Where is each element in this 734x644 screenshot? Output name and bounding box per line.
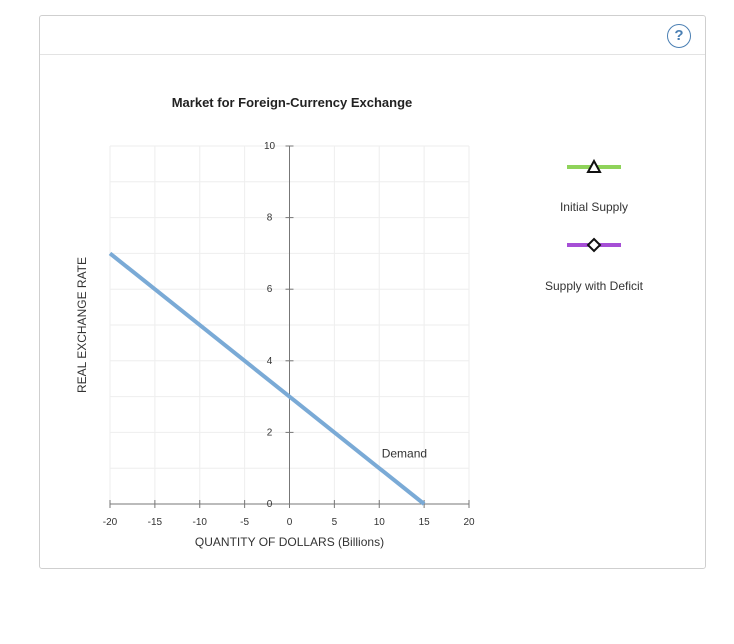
help-icon[interactable]: ? — [667, 24, 691, 48]
x-tick-label: 15 — [419, 517, 431, 528]
demand-curve-line — [108, 251, 426, 506]
x-tick-label: 5 — [332, 517, 338, 528]
y-tick-label: 0 — [267, 499, 273, 510]
legend-supply-with-deficit-diamond-icon — [586, 237, 602, 253]
chart-title: Market for Foreign-Currency Exchange — [171, 95, 413, 110]
x-tick-label: -20 — [103, 517, 118, 528]
x-axis-label: QUANTITY OF DOLLARS (Billions) — [195, 535, 384, 549]
legend-label-supply-with-deficit: Supply with Deficit — [544, 279, 644, 293]
panel-header: ? — [40, 16, 705, 55]
y-tick-label: 6 — [267, 284, 273, 295]
legend-initial-supply-triangle-icon — [586, 158, 602, 173]
y-tick-label: 10 — [264, 141, 276, 152]
x-tick-label: 10 — [374, 517, 386, 528]
y-tick-label: 2 — [267, 427, 273, 438]
x-tick-label: -15 — [148, 517, 163, 528]
legend-label-initial-supply: Initial Supply — [559, 200, 629, 214]
x-tick-label: 0 — [287, 517, 293, 528]
demand-curve-label: Demand — [382, 446, 427, 460]
y-axis-label: REAL EXCHANGE RATE — [75, 257, 89, 393]
y-tick-label: 4 — [267, 356, 273, 367]
x-tick-label: -5 — [240, 517, 249, 528]
y-tick-label: 8 — [267, 213, 273, 224]
graph-panel: ? — [39, 15, 706, 569]
x-tick-label: 20 — [463, 517, 475, 528]
x-tick-label: -10 — [193, 517, 208, 528]
